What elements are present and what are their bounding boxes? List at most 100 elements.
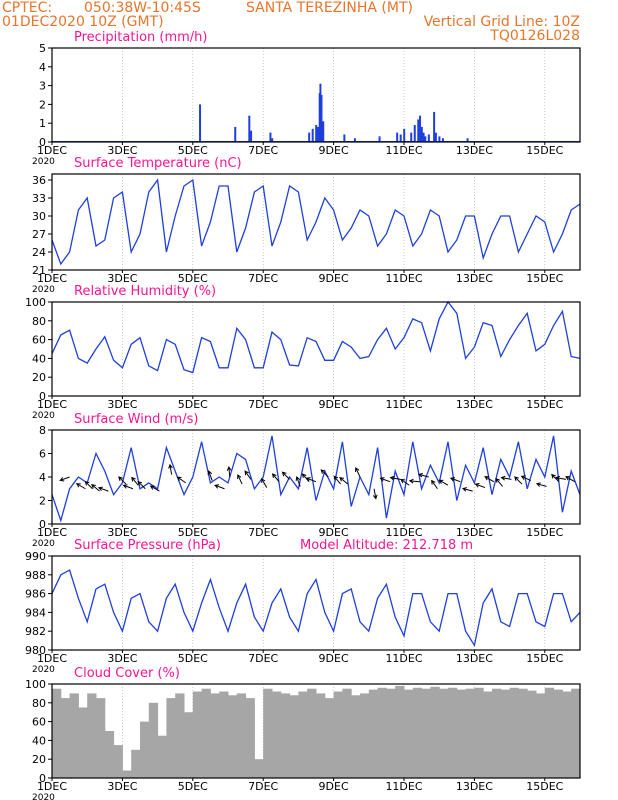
wind-arrow-shaft: [91, 484, 100, 492]
wind-arrow-shaft: [555, 477, 567, 480]
y-tick-label: 30: [32, 210, 46, 223]
cloud-bar: [492, 688, 502, 778]
panel-4: 980 982 984 986 988 990 1DEC 3DEC 5DEC 7DEC 9DEC 11…: [25, 538, 581, 675]
wind-arrow: [226, 465, 232, 478]
wind-arrow-head: [408, 478, 414, 484]
wind-arrow-head: [137, 480, 143, 486]
wind-arrow-head: [214, 484, 220, 489]
y-tick-label: 0: [39, 518, 46, 531]
wind-arrow-head: [555, 475, 561, 481]
y-tick-label: 0: [39, 136, 46, 149]
y-tick-label: 60: [32, 334, 46, 347]
wind-arrow-shaft: [228, 466, 231, 478]
cloud-bar: [518, 688, 528, 778]
panel-2: 0 20 40 60 80 100 1DEC 3DEC 5DEC 7DEC 9DEC 11DEC 13D…: [25, 284, 581, 421]
wind-arrow-shaft: [536, 483, 547, 487]
wind-arrow: [237, 474, 243, 485]
wind-arrow-head: [84, 480, 90, 486]
cloud-bar: [448, 687, 458, 778]
wind-arrow-shaft: [98, 487, 109, 492]
wind-arrow-shaft: [521, 475, 531, 481]
cloud-bar: [474, 687, 484, 778]
cloud-bar: [96, 698, 106, 778]
precip-bar: [311, 128, 314, 142]
y-tick-label: 5: [39, 42, 46, 55]
wind-arrow: [355, 466, 361, 478]
panel-title: Relative Humidity (%): [74, 284, 216, 299]
wind-arrow-shaft: [272, 473, 280, 483]
wind-arrow: [271, 473, 280, 483]
wind-arrow-head: [295, 476, 301, 482]
cloud-bar: [104, 731, 115, 778]
wind-arrow-shaft: [380, 477, 391, 483]
wind-arrow-shaft: [208, 470, 213, 481]
cloud-bar: [307, 688, 317, 778]
header-coords: 050:38W-10:45S: [84, 0, 201, 16]
cloud-bar: [263, 688, 273, 778]
x-tick-label: 13DEC: [456, 652, 493, 665]
cloud-bar: [87, 693, 97, 778]
precip-bar: [417, 119, 420, 142]
wind-arrow-head: [281, 471, 287, 477]
wind-arrow-shaft: [484, 476, 495, 483]
y-tick-label: 2: [39, 98, 46, 111]
wind-arrow-head: [149, 485, 155, 490]
wind-arrow: [118, 476, 127, 485]
cloud-bar: [228, 695, 238, 778]
cloud-bar: [289, 695, 299, 778]
wind-arrow-shaft: [296, 476, 301, 487]
wind-arrow: [59, 476, 70, 482]
wind-arrow: [207, 470, 213, 481]
x-tick-label: 5DEC: [178, 780, 208, 793]
cloud-bar: [148, 702, 159, 778]
precip-bar: [378, 136, 381, 142]
wind-arrow-head: [261, 478, 266, 483]
wind-arrow-shaft: [150, 485, 160, 492]
cloud-bar: [360, 693, 370, 778]
x-tick-label: 5DEC: [178, 398, 208, 411]
y-tick-label: 4: [39, 471, 46, 484]
x-tick-label: 13DEC: [456, 398, 493, 411]
wind-arrow-shaft: [565, 476, 575, 483]
x-year-label: 2020: [32, 539, 55, 549]
cloud-bar: [131, 749, 141, 778]
y-tick-label: 60: [32, 716, 46, 729]
wind-arrow-head: [244, 470, 249, 476]
cloud-bar: [465, 688, 475, 778]
wind-arrow: [214, 484, 225, 490]
header-run: 01DEC2020 10Z (GMT): [2, 14, 164, 30]
precip-bar: [434, 132, 437, 142]
precip-bar: [466, 138, 469, 142]
x-tick-label: 3DEC: [107, 526, 137, 539]
x-tick-label: 7DEC: [248, 398, 278, 411]
wind-arrow-shaft: [400, 479, 410, 486]
cloud-bar: [175, 693, 185, 778]
y-tick-label: 36: [32, 174, 46, 187]
wind-arrow-head: [91, 484, 96, 489]
wind-arrow-shaft: [450, 477, 461, 483]
cloud-bar: [500, 689, 511, 778]
precip-bar: [269, 132, 272, 142]
wind-arrow-shaft: [514, 476, 523, 485]
cloud-bar: [236, 693, 247, 778]
cloud-bar: [456, 689, 467, 778]
x-tick-label: 7DEC: [248, 652, 278, 665]
precip-bar: [320, 95, 323, 142]
panel-frame: [51, 173, 581, 271]
wind-arrow-head: [75, 483, 81, 488]
precip-bar: [353, 138, 356, 142]
precip-bar: [396, 132, 399, 142]
x-tick-label: 1DEC: [37, 272, 67, 285]
wind-arrow: [149, 485, 160, 492]
wind-arrow: [75, 483, 86, 490]
cloud-bar: [368, 689, 379, 778]
wind-arrow-head: [474, 483, 480, 488]
cloud-bar: [122, 770, 132, 778]
wind-arrow-head: [176, 476, 182, 481]
precip-bar: [413, 125, 416, 142]
wind-arrow-head: [97, 486, 103, 492]
wind-arrow: [168, 463, 173, 475]
wind-arrow-shaft: [237, 474, 243, 485]
cloud-bar: [272, 691, 282, 778]
precip-bar: [248, 115, 251, 142]
